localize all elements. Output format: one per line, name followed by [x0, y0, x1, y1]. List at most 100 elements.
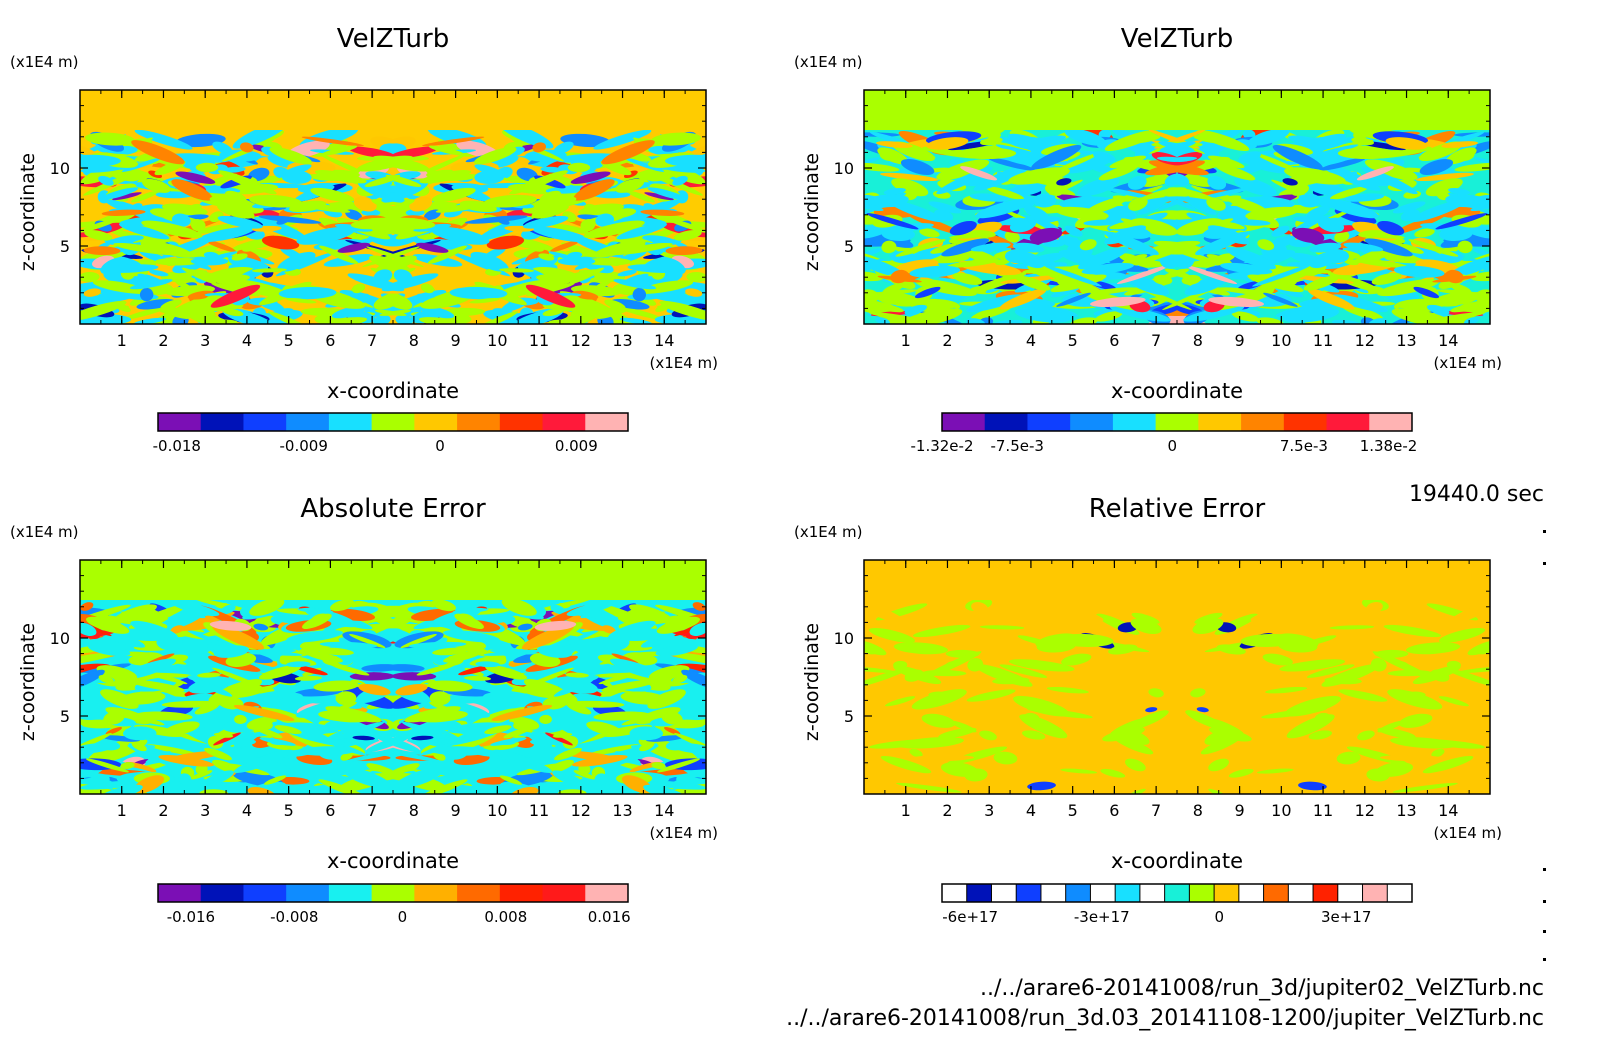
y-tick-label: 5: [60, 237, 70, 256]
contour-blob: [1283, 307, 1340, 323]
contour-blob: [1127, 176, 1147, 190]
x-unit-label: (x1E4 m): [649, 354, 718, 372]
contour-blob: [552, 630, 600, 650]
y-tick-label: 5: [60, 707, 70, 726]
contour-blob: [401, 721, 457, 742]
contour-blob: [372, 733, 421, 753]
contour-blob: [1083, 219, 1121, 226]
contour-blob: [685, 288, 703, 297]
contour-blob: [1457, 150, 1475, 161]
colorbar-segment: [1070, 413, 1114, 431]
contour-blob: [390, 146, 439, 159]
contour-blob: [1435, 213, 1488, 230]
contour-blob: [1393, 265, 1445, 278]
x-tick-label: 8: [409, 331, 419, 350]
contour-blob: [893, 665, 942, 685]
contour-blob: [1233, 219, 1271, 226]
contour-blob: [381, 273, 439, 292]
contour-blob: [901, 146, 936, 158]
contour-blob: [1322, 758, 1376, 776]
contour-blob: [1392, 201, 1426, 214]
contour-blob: [352, 735, 375, 741]
contour-blob: [1104, 225, 1147, 245]
contour-blob: [1081, 262, 1134, 275]
x-tick-label: 4: [242, 801, 252, 820]
contour-blob: [1426, 304, 1450, 315]
contour-blob: [550, 240, 581, 252]
x-tick-label: 1: [117, 331, 127, 350]
heatmap-field: [80, 90, 706, 324]
contour-blob: [1225, 246, 1276, 270]
contour-blob: [647, 187, 687, 200]
contour-blob: [98, 674, 114, 684]
contour-blob: [201, 770, 234, 788]
contour-blob: [171, 213, 191, 227]
contour-blob: [243, 756, 292, 774]
contour-blob: [1024, 712, 1040, 722]
contour-blob: [429, 746, 490, 756]
contour-blob: [1441, 141, 1479, 148]
contour-blob: [900, 159, 935, 175]
y-unit-label: (x1E4 m): [10, 53, 79, 71]
contour-blob: [1418, 146, 1453, 158]
contour-blob: [1056, 178, 1072, 186]
contour-blob: [673, 230, 702, 241]
contour-blob: [204, 747, 233, 761]
contour-blob: [372, 218, 420, 236]
contour-blob: [624, 157, 665, 172]
colorbar-segment: [1198, 413, 1242, 431]
contour-blob: [491, 704, 553, 721]
contour-blob: [648, 665, 690, 681]
contour-blob: [151, 135, 168, 143]
contour-blob: [1247, 128, 1290, 146]
contour-blob: [888, 199, 945, 223]
contour-blob: [915, 279, 977, 297]
contour-blob: [552, 770, 585, 788]
contour-blob: [296, 764, 322, 779]
contour-blob: [525, 284, 576, 308]
x-tick-label: 8: [1193, 801, 1203, 820]
contour-blob: [415, 242, 449, 253]
contour-blob: [864, 667, 910, 689]
contour-blob: [351, 283, 366, 294]
contour-blob: [242, 245, 256, 252]
contour-blob: [1420, 739, 1485, 749]
colorbar-segment: [991, 884, 1017, 902]
y-tick-label: 10: [50, 159, 70, 178]
colorbar-label: -7.5e-3: [990, 437, 1043, 455]
contour-blob: [1314, 712, 1330, 722]
x-tick-label: 5: [284, 801, 294, 820]
x-tick-label: 2: [158, 331, 168, 350]
contour-blob: [385, 664, 425, 672]
contour-blob: [400, 634, 437, 649]
contour-blob: [1046, 675, 1063, 685]
contour-blob: [1329, 625, 1375, 630]
contour-blob: [563, 700, 625, 708]
colorbar-label: -0.009: [280, 437, 328, 455]
contour-blob: [317, 647, 354, 656]
contour-blob: [1336, 751, 1361, 765]
contour-blob: [331, 305, 367, 319]
contour-blob: [494, 756, 543, 774]
contour-blob: [1387, 689, 1443, 710]
contour-blob: [1334, 230, 1350, 243]
contour-blob: [98, 175, 114, 186]
x-tick-label: 7: [367, 801, 377, 820]
contour-blob: [1265, 686, 1308, 694]
contour-blob: [1377, 220, 1405, 236]
contour-blob: [1419, 159, 1454, 175]
contour-blob: [131, 190, 160, 203]
contour-blob: [1008, 659, 1075, 672]
contour-blob: [615, 178, 644, 193]
contour-blob: [569, 267, 605, 285]
contour-blob: [1181, 274, 1201, 285]
contour-blob: [600, 160, 632, 176]
contour-blob: [194, 598, 250, 612]
contour-blob: [536, 598, 592, 612]
contour-blob: [1021, 730, 1046, 740]
contour-blob: [1148, 688, 1164, 698]
contour-blob: [1164, 196, 1196, 210]
contour-blob: [1377, 279, 1439, 297]
contour-blob: [1279, 659, 1346, 672]
